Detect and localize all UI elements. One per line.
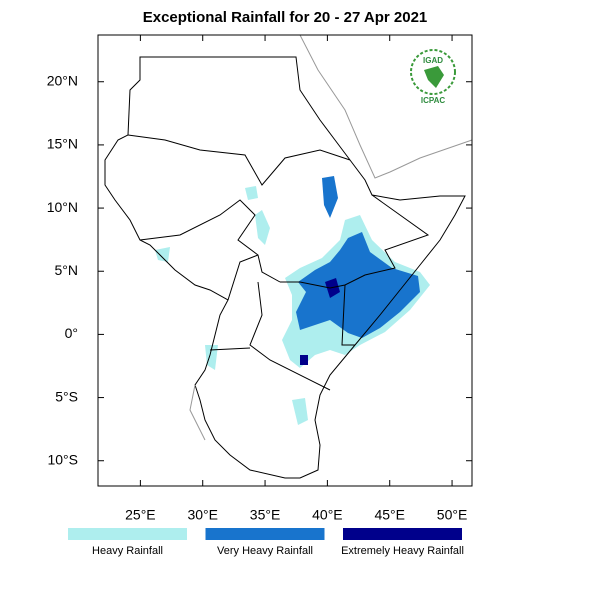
x-tick-label: 30°E: [187, 507, 218, 523]
outer-coast: [189, 34, 473, 441]
border: [341, 284, 355, 346]
borders: [104, 56, 466, 479]
y-tick-label: 10°S: [47, 451, 78, 467]
border: [249, 281, 331, 391]
logo-text: ICPAC: [421, 96, 446, 105]
coastline: [104, 56, 466, 479]
very-heavy-rain-area: [296, 232, 420, 338]
x-tick-label: 35°E: [250, 507, 281, 523]
coast-line: [189, 384, 206, 441]
legend-label: Extremely Heavy Rainfall: [341, 545, 464, 557]
heavy-rain-area: [245, 186, 258, 200]
logo: IGAD ICPAC: [410, 49, 456, 105]
border: [127, 134, 351, 186]
x-tick-label: 45°E: [374, 507, 405, 523]
coast-line: [299, 34, 473, 179]
y-tick-label: 0°: [65, 325, 78, 341]
very-heavy-rain-area: [322, 176, 338, 218]
x-tick-label: 25°E: [125, 507, 156, 523]
border: [227, 254, 259, 301]
y-tick-label: 20°N: [47, 72, 78, 88]
heavy-rain-area: [205, 345, 218, 370]
border: [139, 199, 281, 283]
border: [209, 347, 251, 351]
legend-swatch: [205, 528, 325, 540]
border: [280, 194, 430, 289]
y-tick-label: 5°S: [55, 388, 78, 404]
y-tick-label: 5°N: [55, 262, 79, 278]
x-tick-label: 40°E: [312, 507, 343, 523]
legend-label: Very Heavy Rainfall: [217, 545, 313, 557]
y-tick-label: 15°N: [47, 136, 78, 152]
x-tick-label: 50°E: [437, 507, 468, 523]
logo-text: IGAD: [423, 56, 443, 65]
heavy-rain-area: [292, 398, 308, 425]
legend-swatch: [68, 528, 187, 540]
y-tick-label: 10°N: [47, 199, 78, 215]
extreme-rain-area: [300, 355, 308, 365]
logo-shape: [424, 66, 444, 88]
legend-swatch: [343, 528, 462, 540]
legend-label: Heavy Rainfall: [92, 545, 163, 557]
map-title: Exceptional Rainfall for 20 - 27 Apr 202…: [143, 9, 428, 26]
heavy-rain-area: [255, 210, 270, 245]
map-frame: [97, 34, 473, 487]
heavy-rain-area: [155, 247, 170, 262]
rainfall: [155, 176, 430, 425]
